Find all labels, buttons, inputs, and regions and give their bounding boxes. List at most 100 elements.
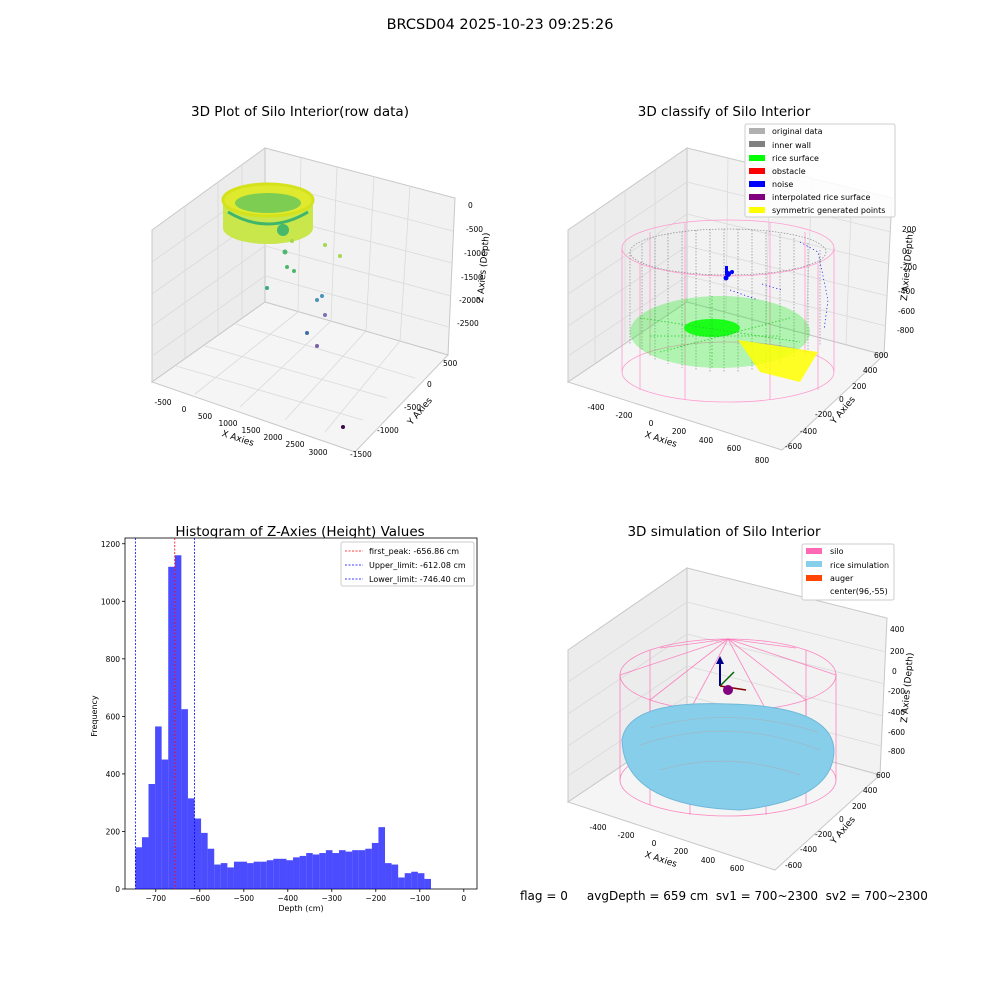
legend-upper-limit: Upper_limit: -612.08 cm: [369, 561, 466, 570]
histogram-bar: [247, 863, 254, 889]
legend-label-center: center(96,-55): [830, 587, 888, 596]
histogram-bar: [220, 863, 228, 889]
panel2-symmetric-points: [738, 340, 818, 382]
panel4-3d-plot: silo rice simulation auger center(96,-55…: [566, 543, 916, 873]
svg-text:500: 500: [443, 359, 458, 368]
svg-text:-500: -500: [404, 403, 421, 412]
svg-text:400: 400: [701, 856, 716, 865]
figure-title: BRCSD04 2025-10-23 09:25:26: [386, 17, 614, 33]
y-tick-label: 600: [106, 712, 121, 721]
svg-text:-600: -600: [785, 442, 802, 451]
x-tick-label: −500: [233, 894, 254, 903]
panel1-z-ticks: 0 -500 -1000 -1500 -2000 -2500: [457, 201, 486, 328]
svg-text:1500: 1500: [241, 426, 260, 435]
x-tick-label: −600: [189, 894, 210, 903]
histogram-legend: first_peak: -656.86 cm Upper_limit: -612…: [340, 541, 475, 587]
svg-text:-2500: -2500: [457, 319, 479, 328]
panel4-x-ticks: -400 -200 0 200 400 600: [589, 823, 744, 873]
y-tick-label: 1000: [101, 597, 120, 606]
panel4-rice-simulation: [621, 703, 835, 811]
svg-text:400: 400: [863, 786, 878, 795]
svg-text:-200: -200: [815, 830, 832, 839]
svg-text:-800: -800: [897, 326, 914, 335]
histogram-bars: [135, 555, 431, 889]
legend-swatch-original: [749, 128, 765, 134]
svg-text:-500: -500: [154, 398, 171, 407]
histogram-bar: [424, 878, 431, 889]
svg-text:0: 0: [468, 201, 473, 210]
panel4-title: 3D simulation of Silo Interior: [627, 524, 821, 540]
x-tick-label: 0: [461, 894, 466, 903]
histogram-bar: [398, 877, 405, 889]
legend-label-symmetric: symmetric generated points: [772, 206, 885, 215]
histogram-bar: [260, 861, 267, 889]
y-tick-label: 0: [115, 885, 120, 894]
histogram-bar: [371, 842, 379, 889]
histogram-bar: [306, 853, 313, 889]
svg-text:-400: -400: [898, 287, 915, 296]
svg-text:-1000: -1000: [377, 426, 399, 435]
legend-label-noise: noise: [772, 180, 793, 189]
histogram-bar: [240, 861, 248, 889]
svg-text:3000: 3000: [308, 448, 327, 457]
histogram-bar: [201, 832, 208, 889]
svg-text:-200: -200: [900, 263, 917, 272]
panel1-silo-ring: [221, 182, 315, 244]
svg-text:600: 600: [727, 444, 742, 453]
histogram-x-ticks: −700 −600 −500 −400 −300 −200 −100 0: [145, 889, 466, 903]
panel4-auger: [716, 656, 747, 695]
legend-label-rice-sim: rice simulation: [830, 561, 889, 570]
legend-swatch-inner-wall: [749, 141, 765, 147]
svg-text:1000: 1000: [218, 419, 237, 428]
histogram-bar: [141, 837, 149, 889]
panel1-zlabel: Z Axies (Depth): [476, 232, 492, 303]
svg-text:0: 0: [892, 667, 897, 676]
histogram-bar: [207, 848, 215, 889]
x-tick-label: −700: [145, 894, 166, 903]
histogram-bar: [286, 860, 294, 889]
svg-text:600: 600: [730, 864, 745, 873]
y-tick-label: 200: [106, 827, 121, 836]
histogram-bar: [161, 759, 169, 889]
histogram-bar: [345, 851, 353, 889]
svg-text:0: 0: [182, 405, 187, 414]
legend-label-original: original data: [772, 127, 823, 136]
histogram-bar: [135, 847, 142, 889]
histogram-bar: [352, 850, 359, 889]
histogram-bar: [391, 864, 399, 889]
histogram-y-ticks: 0 200 400 600 800 1000 1200: [101, 540, 125, 894]
panel1-title: 3D Plot of Silo Interior(row data): [191, 104, 409, 120]
panel4-z-ticks: 400 200 0 -200 -400 -600 -800: [888, 625, 905, 756]
legend-swatch-interpolated: [749, 194, 765, 200]
svg-text:-400: -400: [800, 845, 817, 854]
histogram-bar: [332, 853, 340, 889]
histogram-bar: [325, 850, 333, 889]
svg-text:800: 800: [755, 456, 770, 465]
svg-text:-1500: -1500: [350, 450, 372, 459]
svg-text:-2000: -2000: [459, 296, 481, 305]
svg-text:0: 0: [902, 247, 907, 256]
histogram-bar: [253, 861, 261, 889]
histogram-ylabel: Frequency: [90, 695, 99, 737]
svg-text:200: 200: [902, 225, 917, 234]
svg-text:600: 600: [876, 771, 891, 780]
legend-swatch-auger: [806, 575, 822, 581]
histogram-bar: [214, 864, 221, 889]
panel2-z-ticks: 200 0 -200 -400 -600 -800: [897, 225, 917, 335]
legend-first-peak: first_peak: -656.86 cm: [369, 547, 459, 556]
legend-swatch-noise: [749, 181, 765, 187]
panel4-zlabel: Z Axies (Depth): [900, 652, 916, 723]
histogram-bar: [365, 848, 372, 889]
svg-text:400: 400: [699, 436, 714, 445]
y-tick-label: 400: [106, 770, 121, 779]
svg-text:-200: -200: [615, 411, 632, 420]
histogram-bar: [319, 853, 326, 889]
svg-text:200: 200: [852, 382, 867, 391]
svg-text:-600: -600: [888, 728, 905, 737]
svg-text:-600: -600: [785, 861, 802, 870]
svg-text:-400: -400: [800, 427, 817, 436]
legend-label-rice-surface: rice surface: [772, 154, 819, 163]
legend-swatch-obstacle: [749, 168, 765, 174]
status-footer: flag = 0 avgDepth = 659 cm sv1 = 700~230…: [520, 889, 928, 903]
panel4-legend-entries: silo rice simulation auger center(96,-55…: [806, 547, 889, 596]
